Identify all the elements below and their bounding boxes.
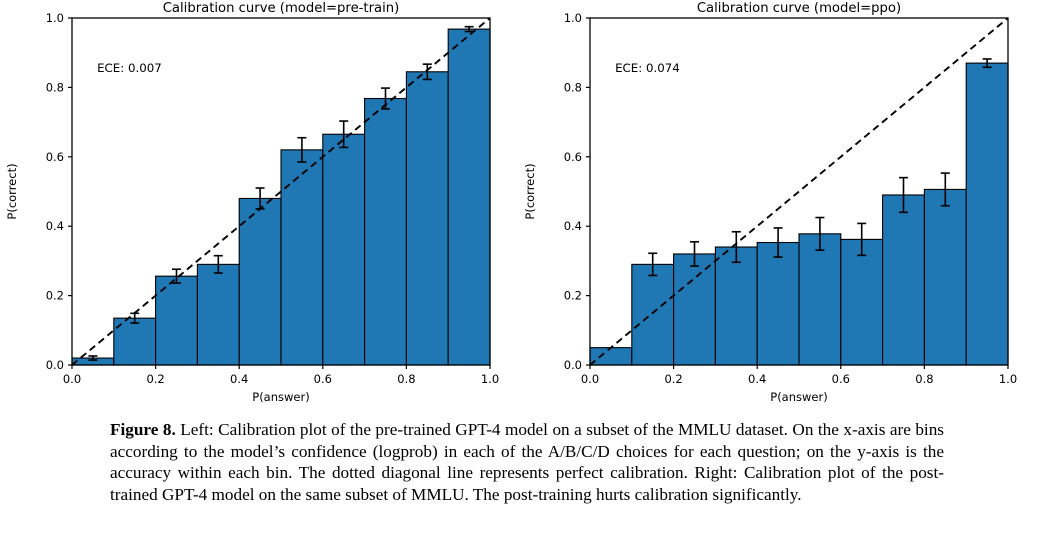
bar	[714, 246, 758, 366]
bar	[673, 253, 716, 366]
x-tick-label: 0.8	[915, 372, 933, 386]
bar	[923, 188, 967, 366]
bar	[196, 263, 240, 366]
bar	[238, 197, 282, 366]
calibration-chart-ppo-svg: 0.0 0.2 0.4 0.6 0.8 1.0 0.0 0.2 0.4 0.6 0.8 1.0 Cali…	[523, 1, 1017, 404]
x-tick-label: 0.2	[664, 372, 682, 386]
y-tick-label: 0.0	[564, 358, 582, 372]
bar	[113, 317, 157, 366]
figure-caption: Figure 8. Left: Calibration plot of the …	[110, 419, 944, 505]
bar	[364, 97, 407, 366]
y-tick-label: 0.4	[564, 219, 582, 233]
diagonal-line	[589, 17, 1009, 366]
bar	[631, 263, 675, 366]
x-tick-label: 1.0	[481, 372, 499, 386]
chart-title: Calibration curve (model=pre-train)	[163, 1, 400, 16]
calibration-chart-ppo: 0.0 0.2 0.4 0.6 0.8 1.0 0.0 0.2 0.4 0.6 0.8 1.0 Cali…	[518, 0, 1045, 412]
y-tick-label: 0.0	[46, 358, 64, 372]
x-tick-label: 0.0	[581, 372, 599, 386]
calibration-chart-pretrain-svg: 0.0 0.2 0.4 0.6 0.8 1.0 0.0 0.2 0.4 0.6 0.8 1.0 Cali…	[5, 1, 499, 404]
x-tick-label: 0.8	[397, 372, 415, 386]
bar	[405, 71, 449, 366]
bar	[589, 347, 633, 366]
calibration-chart-pretrain: 0.0 0.2 0.4 0.6 0.8 1.0 0.0 0.2 0.4 0.6 0.8 1.0 Cali…	[0, 0, 527, 412]
y-tick-label: 1.0	[46, 11, 64, 25]
axes-box	[71, 17, 491, 366]
bar	[798, 233, 842, 366]
x-tick-label: 0.2	[146, 372, 164, 386]
bar	[756, 241, 800, 366]
figure-caption-text: Left: Calibration plot of the pre-traine…	[110, 420, 944, 504]
bar	[840, 238, 884, 366]
y-axis-label: P(correct)	[523, 163, 537, 219]
chart-title: Calibration curve (model=ppo)	[697, 1, 901, 16]
x-axis-label: P(answer)	[770, 390, 827, 404]
x-tick-label: 0.6	[314, 372, 332, 386]
y-tick-label: 0.8	[46, 80, 64, 94]
x-tick-label: 0.4	[748, 372, 766, 386]
y-tick-label: 0.6	[46, 150, 64, 164]
x-tick-label: 1.0	[999, 372, 1017, 386]
x-tick-label: 0.6	[832, 372, 850, 386]
y-tick-label: 0.8	[564, 80, 582, 94]
axes-box	[589, 17, 1009, 366]
bar	[447, 28, 491, 366]
bar	[882, 194, 925, 366]
x-tick-label: 0.4	[230, 372, 248, 386]
ece-annotation: ECE: 0.007	[97, 61, 162, 75]
y-axis-label: P(correct)	[5, 163, 19, 219]
y-tick-label: 0.2	[46, 289, 64, 303]
diagonal-line	[71, 17, 491, 366]
bar	[965, 62, 1009, 366]
y-tick-label: 0.6	[564, 150, 582, 164]
bar	[322, 133, 366, 366]
y-tick-label: 0.4	[46, 219, 64, 233]
y-tick-label: 0.2	[564, 289, 582, 303]
y-tick-label: 1.0	[564, 11, 582, 25]
x-axis-label: P(answer)	[252, 390, 309, 404]
bar	[280, 149, 324, 366]
ece-annotation: ECE: 0.074	[615, 61, 680, 75]
x-tick-label: 0.0	[63, 372, 81, 386]
figure-caption-label: Figure 8.	[110, 420, 176, 439]
